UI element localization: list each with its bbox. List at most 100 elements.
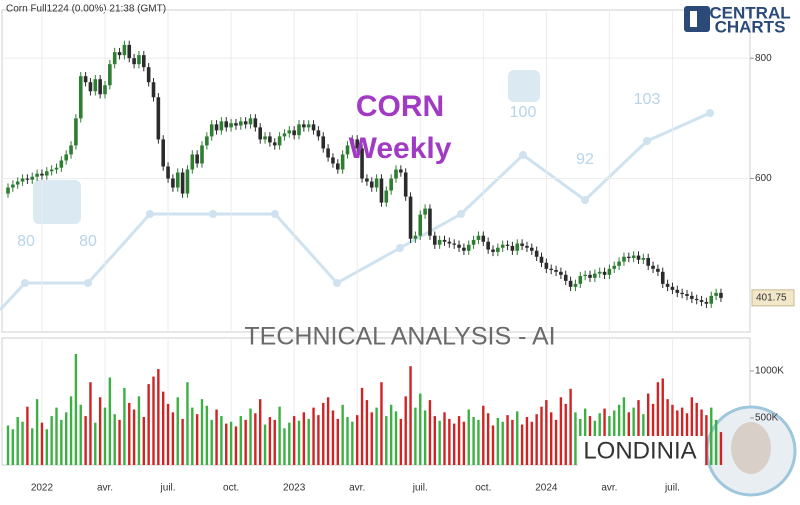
x-tick-label: avr. [601,483,617,494]
candle-body [563,274,568,281]
candle-body [573,283,578,287]
volume-bar [215,409,218,465]
volume-bar [288,422,291,465]
volume-bar [21,421,24,465]
candle-body [568,280,573,287]
candle-body [665,283,670,287]
candle-body [331,157,335,164]
candle-body [559,271,563,275]
candle-body [374,178,379,188]
last-price-box [751,289,795,307]
volume-bar [205,405,209,465]
volume-bar [559,397,563,465]
volume-bar [283,428,286,465]
candle-body [433,235,437,245]
candle-body [108,64,112,86]
candle-body [617,261,621,266]
volume-bar [501,421,504,465]
candle-body [35,173,39,177]
volume-bar [622,397,626,465]
volume-bar [132,409,136,465]
volume-bar [462,421,466,465]
x-tick-label: oct. [223,483,239,494]
candle-body [185,169,190,194]
candle-body [93,79,98,92]
volume-bar [719,432,723,465]
volume-bar [55,407,58,465]
candle-body [418,214,423,236]
candle-body [350,139,355,146]
volume-bar [171,412,175,465]
volume-bar [268,417,272,465]
volume-bar [181,418,184,465]
volume-bar [331,410,335,465]
candle-body [583,274,587,277]
annotation: 80 [17,233,35,250]
volume-bar [84,416,87,465]
volume-bar [326,397,330,465]
volume-bar [574,412,577,465]
volume-bar [297,420,301,465]
volume-bar [322,402,325,465]
candle-body [394,169,398,179]
volume-bar [6,425,10,465]
logo-icon [690,11,697,27]
candle-body [272,142,277,146]
x-tick-label: juil. [664,483,680,494]
volume-bar [35,399,39,465]
volume-bar [448,418,451,465]
volume-bar [705,415,708,465]
candle-body [656,268,660,272]
volume-bar [443,412,446,465]
candle-body [234,123,238,126]
candle-body [180,172,185,194]
y-tick-label: 800 [755,53,772,64]
x-tick-label: juil. [412,483,428,494]
volume-bar [162,391,165,465]
y-tick-label: 600 [755,173,772,184]
candle-body [6,187,10,194]
volume-bar [45,429,48,465]
x-tick-label: avr. [349,483,365,494]
volume-bar [472,417,475,465]
x-tick-label: juil. [160,483,176,494]
candle-body [297,124,301,136]
candle-body [20,178,25,182]
volume-bar [302,412,306,465]
volume-bar [137,396,141,465]
annotation: 92 [576,151,594,168]
watermark-icon [508,70,540,102]
candle-body [156,97,161,140]
candle-body [544,262,549,269]
candle-body [597,271,602,274]
candle-body [369,181,374,188]
candle-body [534,250,539,257]
candle-body [646,257,650,266]
annotation: CORN [356,90,444,123]
candle-body [15,181,20,185]
volume-bar [550,412,553,465]
candle-body [83,76,88,83]
volume-bar [545,400,548,465]
price-panel [1,9,751,333]
candle-body [399,169,403,173]
candle-body [602,271,607,275]
candle-body [263,136,267,140]
candle-body [142,55,146,68]
candle-body [462,247,466,251]
volume-bar [438,420,441,465]
candle-body [355,139,359,149]
candle-body [379,178,384,203]
candle-body [627,256,631,258]
chart-title: Corn Full1224 (0.00%) 21:38 (GMT) [6,4,166,15]
candle-body [466,244,471,251]
candle-body [292,130,296,136]
candle-body [45,171,49,176]
volume-bar [525,417,529,465]
volume-bar [385,416,388,465]
volume-bar [50,416,53,465]
volume-bar [166,403,170,465]
x-tick-label: avr. [97,483,113,494]
candle-body [476,235,481,240]
candle-body [268,136,272,143]
